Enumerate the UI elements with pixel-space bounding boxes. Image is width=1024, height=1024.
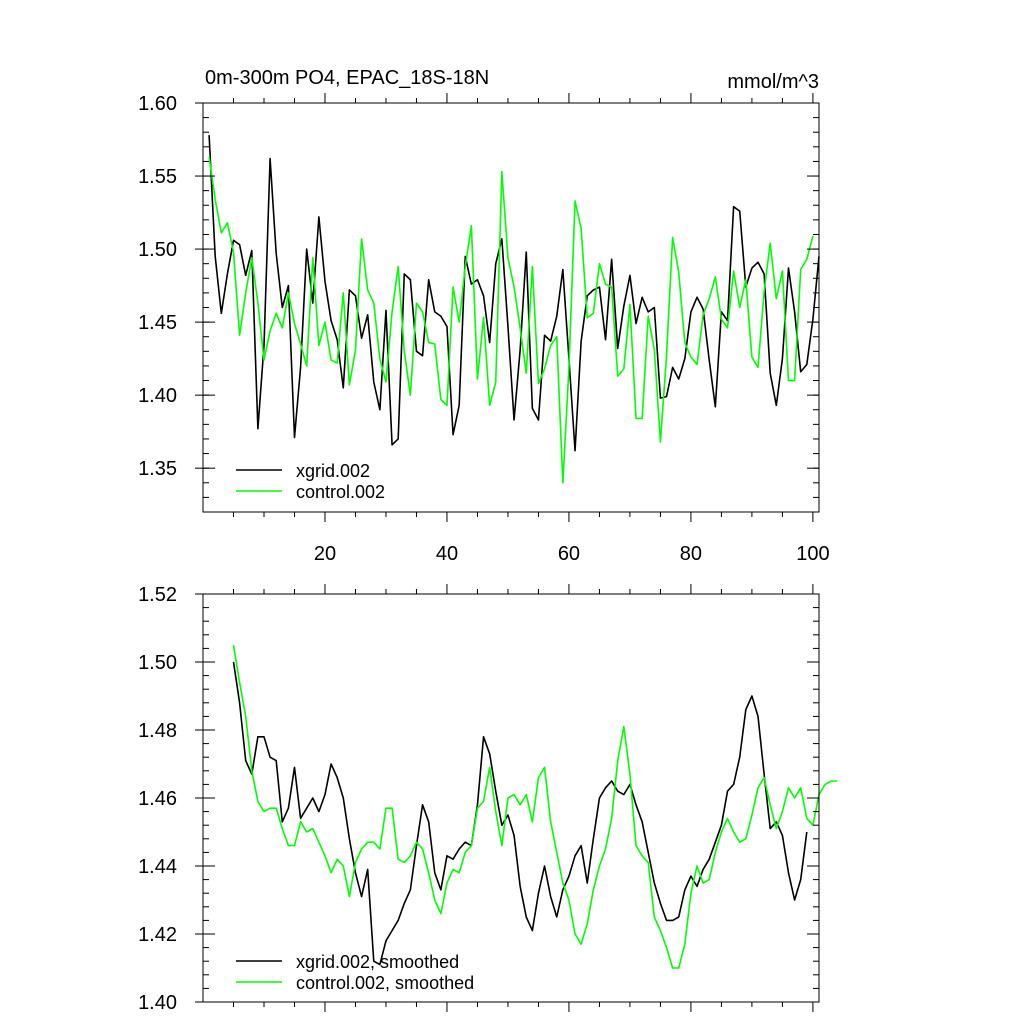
y-tick-label: 1.35 [138, 458, 177, 480]
x-tick-label: 20 [314, 543, 336, 565]
series-layer [208, 135, 820, 484]
series-line-0 [232, 661, 808, 966]
legend-label-control-smoothed: control.002, smoothed [296, 973, 474, 993]
y-tick-label: 1.60 [138, 93, 177, 115]
series-line-1 [208, 156, 814, 484]
legend: xgrid.002, smoothed control.002, smoothe… [236, 952, 474, 993]
bottom-chart: 1.40 1.42 1.44 1.46 1.48 1.50 1.52 xgrid.002, … [138, 584, 838, 1014]
y-tick-label: 1.50 [138, 239, 177, 261]
y-tick-label: 1.44 [138, 856, 177, 878]
legend-label-control: control.002 [296, 482, 385, 502]
chart-title: 0m-300m PO4, EPAC_18S-18N [205, 67, 489, 89]
x-tick-label: 80 [680, 543, 702, 565]
legend-label-xgrid-smoothed: xgrid.002, smoothed [296, 952, 459, 972]
series-line-0 [208, 135, 820, 452]
y-tick-label: 1.52 [138, 584, 177, 606]
y-tick-label: 1.45 [138, 312, 177, 334]
units-label: mmol/m^3 [727, 71, 819, 93]
legend-label-xgrid: xgrid.002 [296, 461, 370, 481]
series-line-1 [232, 644, 838, 969]
y-tick-label: 1.48 [138, 720, 177, 742]
plot-frame [202, 102, 820, 513]
y-tick-label: 1.42 [138, 924, 177, 946]
plot-frame [202, 593, 820, 1003]
y-tick-label: 1.50 [138, 652, 177, 674]
y-tick-label: 1.46 [138, 788, 177, 810]
y-tick-label: 1.55 [138, 166, 177, 188]
x-tick-label: 40 [436, 543, 458, 565]
y-tick-label: 1.40 [138, 385, 177, 407]
legend: xgrid.002 control.002 [236, 461, 385, 502]
x-tick-label: 60 [558, 543, 580, 565]
series-layer [232, 644, 838, 969]
top-chart: 0m-300m PO4, EPAC_18S-18N mmol/m^3 1.35 1… [138, 67, 830, 565]
x-tick-label: 100 [796, 543, 829, 565]
y-tick-label: 1.40 [138, 992, 177, 1014]
